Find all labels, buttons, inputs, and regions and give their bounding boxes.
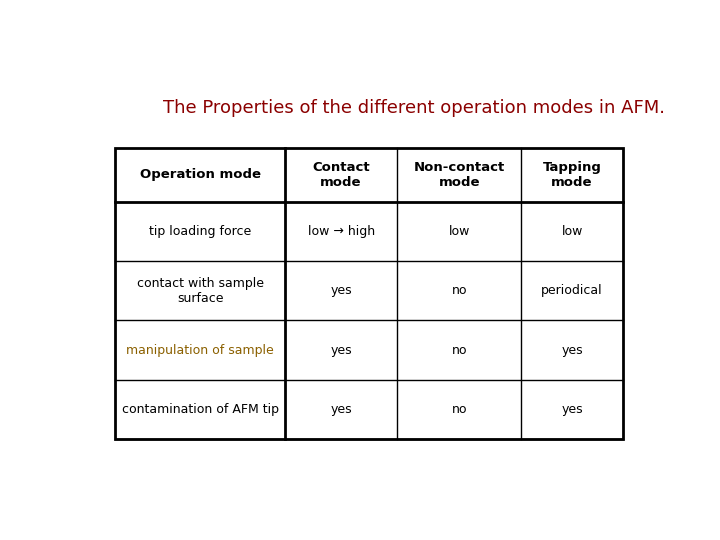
Text: tip loading force: tip loading force	[149, 225, 251, 238]
Text: contamination of AFM tip: contamination of AFM tip	[122, 403, 279, 416]
Text: low: low	[449, 225, 470, 238]
Text: no: no	[451, 343, 467, 356]
Text: no: no	[451, 403, 467, 416]
Text: yes: yes	[562, 343, 583, 356]
Text: yes: yes	[330, 403, 352, 416]
Text: low: low	[562, 225, 582, 238]
Text: yes: yes	[562, 403, 583, 416]
Text: Operation mode: Operation mode	[140, 168, 261, 181]
Text: no: no	[451, 284, 467, 297]
Text: periodical: periodical	[541, 284, 603, 297]
Bar	[115, 148, 623, 439]
Text: yes: yes	[330, 284, 352, 297]
Text: contact with sample
surface: contact with sample surface	[137, 276, 264, 305]
Text: The Properties of the different operation modes in AFM.: The Properties of the different operatio…	[163, 99, 665, 118]
Text: yes: yes	[330, 343, 352, 356]
Text: Contact
mode: Contact mode	[312, 160, 370, 189]
Text: Non-contact
mode: Non-contact mode	[413, 160, 505, 189]
Text: Tapping
mode: Tapping mode	[543, 160, 601, 189]
Text: manipulation of sample: manipulation of sample	[126, 343, 274, 356]
Text: low → high: low → high	[307, 225, 374, 238]
